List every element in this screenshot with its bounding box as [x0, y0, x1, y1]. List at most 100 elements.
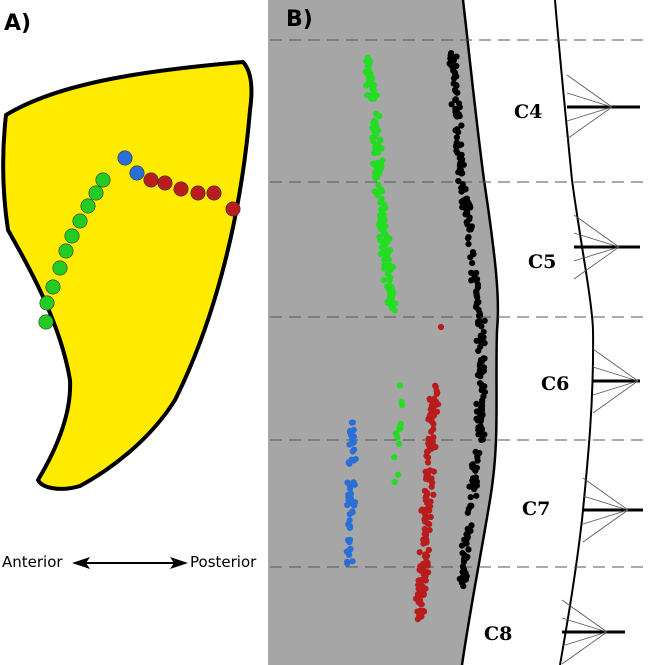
red-pool-dot: [426, 527, 433, 534]
spinal-cord-edge-right: [554, 0, 595, 665]
red-pool-dot: [425, 498, 432, 505]
red-pool-dot: [416, 549, 423, 556]
blue-pool-dot: [347, 545, 354, 553]
gray-region: [268, 0, 498, 665]
black-pool-dot: [475, 449, 482, 457]
green-pool-dot: [391, 454, 398, 461]
blue-pool-dot: [348, 440, 355, 447]
red-pool-dot: [418, 507, 425, 514]
green-pool-dot: [396, 382, 403, 389]
muscle-outline: [1, 60, 254, 491]
green-muscle-dot: [95, 172, 111, 188]
green-pool-dot: [374, 160, 381, 167]
red-pool-dot: [419, 583, 426, 590]
blue-pool-dot: [352, 455, 359, 463]
green-pool-dot: [364, 71, 371, 78]
black-pool-dot: [452, 96, 459, 103]
green-pool-dot: [381, 263, 388, 270]
green-pool-dot: [383, 256, 390, 263]
red-muscle-dot: [157, 175, 173, 191]
red-pool-dot: [419, 608, 426, 615]
rootlet: [561, 631, 608, 665]
green-muscle-dot: [39, 295, 55, 311]
blue-pool-dot: [349, 448, 356, 455]
black-pool-dot: [448, 50, 455, 57]
blue-pool-dot: [350, 479, 357, 486]
green-pool-dot: [370, 121, 377, 128]
green-pool-dot: [385, 286, 392, 293]
black-pool-dot: [466, 526, 473, 533]
blue-pool-dot: [344, 560, 351, 567]
green-pool-dot: [379, 157, 386, 164]
black-pool-dot: [466, 483, 473, 490]
black-pool-dot: [478, 436, 485, 443]
green-pool-dot: [382, 232, 389, 239]
green-pool-dot: [371, 188, 378, 195]
black-pool-dot: [472, 474, 479, 481]
rootlet: [561, 617, 608, 633]
rootlet: [573, 232, 620, 248]
green-muscle-dot: [80, 198, 96, 214]
black-pool-dot: [457, 152, 464, 159]
red-pool-dot: [426, 507, 433, 514]
red-pool-dot: [427, 406, 434, 413]
black-pool-dot: [481, 355, 488, 362]
segment-label-c5: C5: [528, 251, 556, 273]
green-pool-dot: [377, 199, 384, 206]
black-pool-dot: [462, 197, 469, 204]
black-pool-dot: [475, 312, 483, 319]
red-pool-dot: [428, 475, 435, 482]
muscle-dots: [38, 150, 241, 330]
red-pool-dot: [424, 468, 431, 475]
green-pool-dot: [395, 440, 403, 447]
black-pool-dot: [481, 317, 488, 324]
black-pool-dot: [475, 321, 482, 328]
black-pool-dot: [479, 383, 486, 390]
green-muscle-dot: [52, 260, 68, 276]
green-pool-dot: [397, 425, 404, 432]
black-pool-dot: [477, 410, 484, 417]
black-pool-dot: [466, 214, 473, 221]
green-muscle-dot: [88, 185, 104, 201]
red-muscle-dot: [143, 172, 159, 188]
black-pool-dot: [476, 430, 483, 437]
green-pool-dot: [391, 478, 398, 486]
red-muscle-dot: [206, 185, 222, 201]
green-pool-dot: [377, 237, 384, 244]
black-pool-dot: [453, 73, 460, 80]
green-muscle-dot: [38, 314, 54, 330]
black-pool-dot: [467, 226, 474, 233]
black-pool-dot: [468, 277, 475, 284]
black-pool-dot: [458, 188, 465, 195]
blue-pool-dot: [346, 517, 353, 524]
black-pool-dot: [473, 492, 480, 499]
black-pool-dot: [458, 122, 465, 129]
red-pool-dot: [430, 421, 437, 428]
black-pool-dot: [452, 127, 459, 134]
black-pool-dot: [463, 219, 470, 226]
black-pool-dot: [472, 467, 479, 474]
black-pool-dot: [466, 202, 473, 209]
green-pool-dot: [384, 238, 391, 245]
black-pool-dot: [465, 546, 472, 553]
blue-muscle-dot: [129, 165, 145, 181]
green-muscle-dot: [72, 213, 88, 229]
red-muscle-dot: [173, 181, 189, 197]
red-pool-dot: [427, 513, 434, 521]
black-pool-dot: [473, 276, 481, 283]
green-muscle-dot: [45, 279, 61, 295]
black-pool-dot: [464, 209, 471, 216]
green-pool-dot: [387, 301, 394, 308]
green-pool-dot: [397, 420, 404, 427]
green-pool-dot: [399, 402, 406, 409]
red-pool-dot: [423, 552, 431, 560]
green-pool-dot: [389, 291, 396, 298]
black-pool-dot: [452, 143, 459, 150]
green-pool-dot: [380, 277, 387, 284]
red-pool-dot: [426, 442, 433, 450]
black-pool-dot: [473, 400, 480, 407]
rootlet: [561, 599, 608, 633]
green-pool-dot: [363, 92, 371, 99]
red-pool-dot: [421, 560, 428, 567]
black-pool-dot: [467, 494, 474, 501]
